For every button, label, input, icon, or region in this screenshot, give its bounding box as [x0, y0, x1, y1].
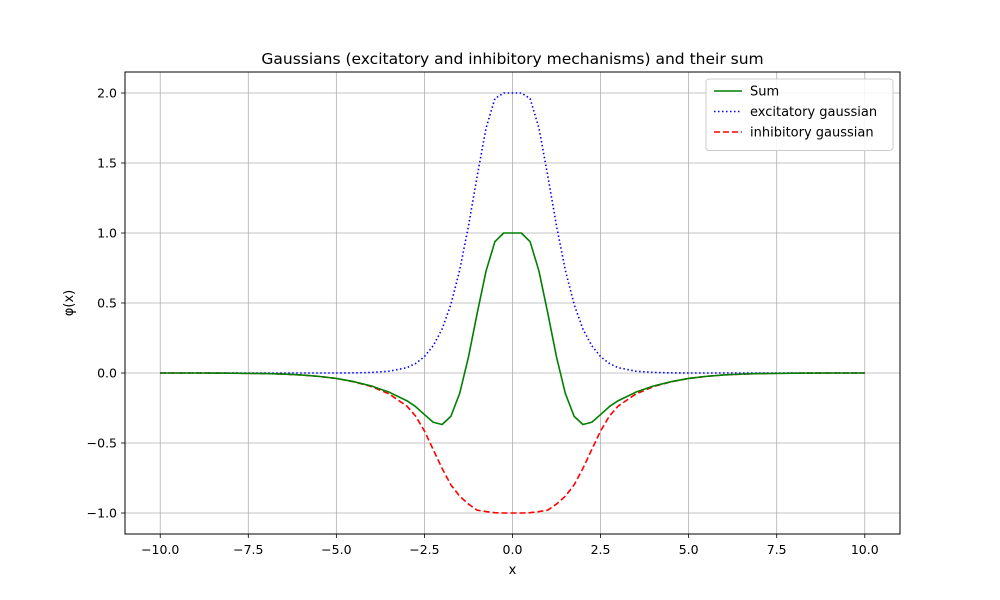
x-tick-label: 10.0: [851, 542, 879, 557]
y-axis-label: φ(x): [62, 290, 77, 316]
legend-label-sum: Sum: [750, 85, 779, 100]
legend-label-excitatory-gaussian: excitatory gaussian: [750, 105, 877, 120]
y-axis: −1.0 −0.5 0.0 0.5 1.0 1.5 2.0: [87, 86, 125, 521]
y-tick-label: 0.5: [97, 296, 117, 311]
x-tick-label: −5.0: [321, 542, 351, 557]
y-tick-label: 1.5: [97, 156, 117, 171]
x-tick-label: −2.5: [409, 542, 439, 557]
x-tick-label: 5.0: [679, 542, 699, 557]
y-tick-label: 0.0: [97, 366, 117, 381]
legend-label-inhibitory-gaussian: inhibitory gaussian: [750, 126, 874, 141]
x-axis: −10.0 −7.5 −5.0 −2.5 0.0 2.5 5.0 7.5 10.0: [141, 534, 879, 557]
chart-title: Gaussians (excitatory and inhibitory mec…: [261, 50, 763, 68]
x-tick-label: 0.0: [503, 542, 523, 557]
y-tick-label: −1.0: [87, 506, 117, 521]
x-tick-label: −7.5: [233, 542, 263, 557]
x-tick-label: 7.5: [767, 542, 787, 557]
y-tick-label: −0.5: [87, 436, 117, 451]
series-line-excitatory-gaussian: [160, 92, 865, 374]
series-line-sum: [160, 232, 865, 426]
y-tick-label: 1.0: [97, 226, 117, 241]
series-lines: [160, 92, 865, 514]
legend-box: [705, 78, 894, 151]
y-tick-label: 2.0: [97, 86, 117, 101]
x-axis-label: x: [509, 563, 517, 578]
legend: Sum excitatory gaussian inhibitory gaussia…: [705, 78, 894, 151]
x-tick-label: 2.5: [591, 542, 611, 557]
x-tick-label: −10.0: [141, 542, 179, 557]
